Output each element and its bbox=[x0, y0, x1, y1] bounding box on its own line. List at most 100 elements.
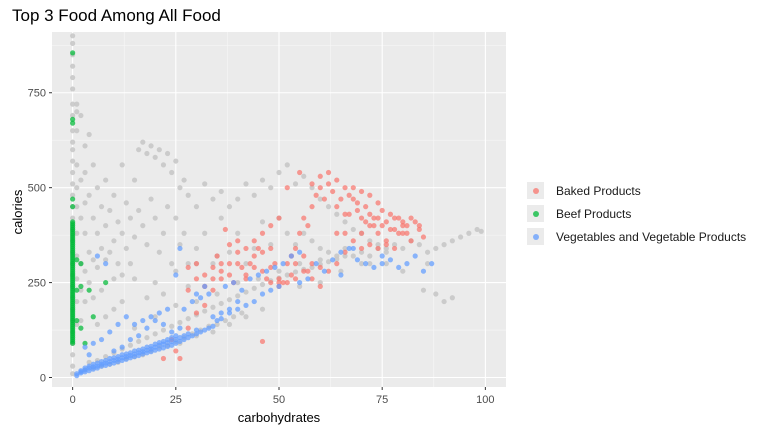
series-point bbox=[156, 346, 162, 352]
series-point bbox=[173, 272, 179, 278]
background-point bbox=[358, 249, 365, 255]
series-point bbox=[301, 253, 307, 259]
series-point bbox=[78, 261, 84, 267]
series-point bbox=[276, 276, 282, 282]
series-point bbox=[70, 50, 76, 56]
series-point bbox=[202, 302, 208, 308]
series-point bbox=[193, 310, 200, 316]
background-point bbox=[98, 204, 105, 210]
series-point bbox=[164, 336, 171, 343]
background-point bbox=[74, 230, 80, 236]
legend-item: Baked Products bbox=[527, 179, 759, 202]
background-point bbox=[82, 169, 88, 176]
series-point bbox=[140, 346, 146, 352]
background-point bbox=[173, 158, 179, 164]
series-point bbox=[86, 352, 92, 358]
background-point bbox=[74, 298, 80, 305]
series-point bbox=[103, 357, 109, 364]
series-point bbox=[346, 192, 352, 198]
series-point bbox=[317, 283, 323, 289]
background-point bbox=[235, 279, 241, 286]
legend-label: Vegetables and Vegetable Products bbox=[556, 229, 747, 244]
background-point bbox=[160, 162, 167, 168]
series-point bbox=[173, 348, 179, 354]
background-point bbox=[309, 264, 315, 271]
series-point bbox=[276, 279, 282, 286]
series-point bbox=[193, 276, 200, 282]
series-point bbox=[173, 336, 179, 343]
background-point bbox=[185, 261, 191, 267]
background-point bbox=[301, 230, 307, 236]
series-point bbox=[272, 264, 278, 271]
series-point bbox=[292, 261, 299, 267]
series-point bbox=[346, 211, 352, 217]
series-point bbox=[313, 192, 319, 198]
series-point bbox=[119, 352, 125, 358]
background-point bbox=[156, 147, 162, 153]
series-point bbox=[284, 185, 290, 191]
background-point bbox=[119, 272, 125, 278]
background-point bbox=[86, 279, 92, 286]
series-point bbox=[247, 276, 253, 282]
series-point bbox=[144, 325, 150, 331]
series-point bbox=[148, 314, 154, 320]
series-point bbox=[243, 276, 249, 282]
background-point bbox=[235, 196, 241, 202]
background-point bbox=[70, 139, 76, 145]
series-point bbox=[268, 245, 274, 252]
background-point bbox=[441, 298, 447, 305]
series-point bbox=[94, 360, 100, 366]
series-point bbox=[379, 207, 385, 214]
background-point bbox=[367, 253, 373, 259]
series-point bbox=[202, 272, 208, 278]
y-tick-label: 750 bbox=[28, 88, 46, 100]
series-point bbox=[420, 268, 427, 274]
background-point bbox=[86, 131, 92, 138]
legend-key bbox=[527, 182, 544, 199]
series-point bbox=[391, 215, 398, 221]
series-point bbox=[396, 264, 402, 271]
background-point bbox=[309, 238, 315, 244]
series-point bbox=[111, 348, 117, 354]
background-point bbox=[325, 249, 332, 255]
series-point bbox=[235, 306, 241, 312]
series-point bbox=[70, 196, 76, 202]
legend-key bbox=[527, 205, 544, 222]
background-point bbox=[152, 154, 158, 160]
series-point bbox=[255, 272, 261, 278]
background-point bbox=[140, 139, 146, 145]
series-point bbox=[251, 253, 257, 259]
series-point bbox=[408, 238, 414, 244]
series-point bbox=[317, 185, 323, 191]
background-point bbox=[309, 185, 315, 191]
background-point bbox=[152, 215, 158, 221]
background-point bbox=[78, 112, 84, 119]
background-point bbox=[243, 289, 249, 295]
series-point bbox=[136, 333, 142, 339]
series-point bbox=[243, 302, 249, 308]
series-point bbox=[103, 261, 109, 267]
background-point bbox=[474, 226, 480, 233]
background-point bbox=[317, 257, 323, 263]
series-point bbox=[210, 287, 216, 293]
background-point bbox=[251, 192, 257, 198]
y-tick-label: 500 bbox=[28, 183, 46, 195]
series-point bbox=[301, 268, 307, 274]
series-point bbox=[90, 340, 96, 346]
background-point bbox=[284, 272, 290, 278]
background-point bbox=[78, 177, 84, 183]
background-point bbox=[214, 321, 220, 327]
background-point bbox=[185, 192, 191, 198]
background-point bbox=[169, 169, 175, 176]
series-point bbox=[193, 261, 200, 267]
series-point bbox=[338, 249, 344, 255]
background-point bbox=[210, 304, 216, 310]
series-point bbox=[264, 276, 270, 282]
background-point bbox=[111, 276, 117, 282]
background-point bbox=[466, 230, 472, 236]
series-point bbox=[396, 230, 402, 236]
series-point bbox=[78, 283, 84, 289]
series-point bbox=[404, 230, 410, 236]
series-point bbox=[202, 327, 208, 333]
series-point bbox=[136, 347, 142, 353]
